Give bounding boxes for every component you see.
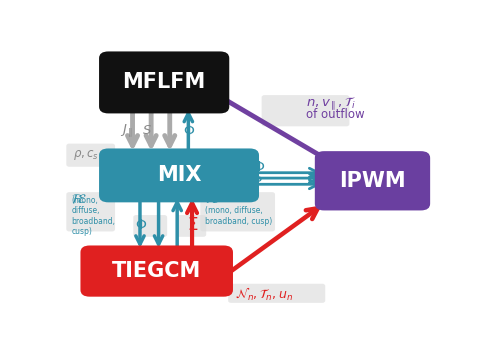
FancyBboxPatch shape [133,215,167,237]
Text: $\Sigma$: $\Sigma$ [188,216,199,234]
FancyBboxPatch shape [200,192,275,231]
Text: $\Phi$: $\Phi$ [135,218,147,232]
Text: of outflow: of outflow [305,108,364,121]
Text: TIEGCM: TIEGCM [112,261,201,281]
Text: $J_\parallel$: $J_\parallel$ [120,122,133,139]
Text: (mono, diffuse,
broadband, cusp): (mono, diffuse, broadband, cusp) [205,206,272,225]
Text: $\Phi$: $\Phi$ [183,124,195,138]
FancyBboxPatch shape [66,192,115,231]
Text: $\rho, c_s$: $\rho, c_s$ [73,148,99,162]
Text: $\mathcal{F}\!\mathcal{E}$: $\mathcal{F}\!\mathcal{E}$ [205,193,221,206]
FancyBboxPatch shape [176,215,206,237]
Text: MIX: MIX [157,166,201,186]
Text: $\Phi$: $\Phi$ [253,160,265,174]
FancyBboxPatch shape [262,95,349,126]
FancyBboxPatch shape [66,144,115,167]
Text: MFLFM: MFLFM [122,72,206,92]
Text: $\mathcal{N}_n, \mathcal{T}_n, u_n$: $\mathcal{N}_n, \mathcal{T}_n, u_n$ [235,286,293,302]
Text: IPWM: IPWM [339,171,406,191]
FancyBboxPatch shape [81,245,233,297]
FancyBboxPatch shape [99,51,229,113]
FancyBboxPatch shape [99,148,259,202]
Text: $\mathcal{F}\!\mathcal{E}$: $\mathcal{F}\!\mathcal{E}$ [71,193,87,206]
FancyBboxPatch shape [228,284,325,303]
Text: $S$: $S$ [143,125,153,138]
Text: $S$: $S$ [253,171,264,185]
Text: (mono,
diffuse,
broadband,
cusp): (mono, diffuse, broadband, cusp) [71,196,115,236]
Text: $n, v_{\parallel}, \mathcal{T}_i$: $n, v_{\parallel}, \mathcal{T}_i$ [305,96,356,112]
FancyBboxPatch shape [315,151,430,210]
